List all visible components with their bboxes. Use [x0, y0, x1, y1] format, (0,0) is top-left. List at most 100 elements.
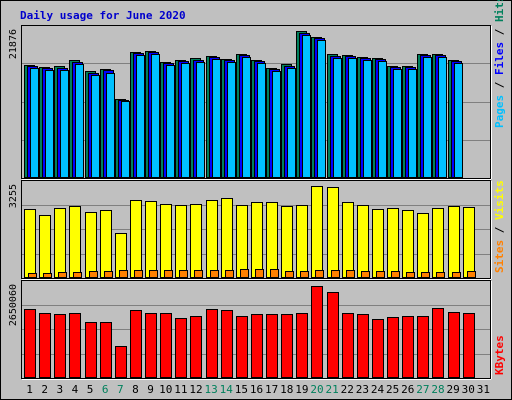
x-tick-label: 7	[117, 383, 124, 396]
bar-pages-day-15	[242, 57, 251, 178]
x-tick-label: 13	[204, 383, 217, 396]
legend-sites: Sites	[493, 240, 506, 273]
bar-visits-day-10	[160, 204, 172, 278]
x-tick-label: 16	[250, 383, 263, 396]
bar-kbytes-day-22	[342, 313, 354, 378]
bar-sites-day-14	[225, 270, 234, 278]
bar-visits-day-27	[417, 213, 429, 278]
legend-separator: /	[493, 81, 506, 88]
bar-kbytes-day-1	[24, 309, 36, 378]
bar-visits-day-22	[342, 202, 354, 278]
bar-kbytes-day-5	[85, 322, 97, 378]
bar-kbytes-day-19	[296, 313, 308, 378]
bar-pages-day-12	[196, 62, 205, 178]
bar-kbytes-day-11	[175, 318, 187, 378]
bar-visits-day-14	[221, 198, 233, 278]
bar-sites-day-11	[179, 270, 188, 278]
bar-sites-day-7	[119, 270, 128, 278]
bar-kbytes-day-18	[281, 314, 293, 378]
x-tick-label: 1	[26, 383, 33, 396]
bar-visits-day-19	[296, 205, 308, 278]
bar-kbytes-day-2	[39, 313, 51, 378]
bar-sites-day-8	[134, 270, 143, 278]
bar-visits-day-11	[175, 205, 187, 278]
bar-visits-day-5	[85, 212, 97, 278]
bar-sites-day-24	[376, 271, 385, 278]
panel-frame	[21, 25, 491, 179]
legend-separator: /	[493, 28, 506, 35]
x-tick-label: 20	[310, 383, 323, 396]
bar-kbytes-day-10	[160, 313, 172, 378]
x-tick-label: 18	[280, 383, 293, 396]
bar-pages-day-18	[287, 68, 296, 178]
x-tick-label: 12	[189, 383, 202, 396]
bar-kbytes-day-25	[387, 317, 399, 378]
bar-visits-day-15	[236, 205, 248, 278]
bar-kbytes-day-21	[327, 292, 339, 378]
svg-text:Sites / Visits: Sites / Visits	[493, 180, 506, 273]
bar-visits-day-1	[24, 209, 36, 278]
bar-sites-day-28	[436, 272, 445, 278]
bar-sites-day-13	[210, 270, 219, 278]
x-tick-label: 14	[220, 383, 234, 396]
bars-hits	[24, 31, 463, 178]
bar-pages-day-8	[136, 55, 145, 178]
bar-sites-day-22	[346, 270, 355, 278]
bar-sites-day-10	[164, 270, 173, 278]
bar-pages-day-27	[423, 57, 432, 178]
bar-visits-day-24	[372, 209, 384, 278]
bar-visits-day-6	[100, 210, 112, 278]
bar-pages-day-29	[454, 63, 463, 178]
bars-kbytes	[24, 286, 475, 378]
bar-pages-day-22	[348, 58, 357, 178]
bar-pages-day-6	[106, 73, 115, 178]
bar-visits-day-26	[402, 210, 414, 278]
x-tick-label: 28	[431, 383, 444, 396]
x-tick-label: 3	[57, 383, 64, 396]
legend-visits-panel: Sites / Visits	[493, 180, 506, 273]
legend-kbytes-panel: KBytes	[493, 335, 506, 375]
x-tick-label: 17	[265, 383, 278, 396]
bar-visits-day-29	[448, 206, 460, 278]
bar-visits-day-8	[130, 200, 142, 278]
bar-visits-day-25	[387, 208, 399, 278]
bar-sites-day-3	[58, 272, 67, 278]
bar-kbytes-day-7	[115, 346, 127, 378]
bar-kbytes-day-4	[69, 313, 81, 378]
bars-visits	[24, 186, 476, 278]
bar-visits-day-18	[281, 206, 293, 278]
bar-pages-day-5	[91, 75, 100, 178]
bar-kbytes-day-16	[251, 314, 263, 378]
bar-sites-day-27	[421, 272, 430, 278]
x-tick-label: 22	[341, 383, 354, 396]
bar-pages-day-26	[408, 69, 417, 178]
bar-sites-day-5	[89, 271, 98, 278]
bar-pages-day-2	[45, 70, 54, 178]
bar-visits-day-23	[357, 205, 369, 278]
bar-sites-day-16	[255, 269, 264, 278]
legend-pages: Pages	[493, 95, 506, 128]
bar-visits-day-28	[432, 208, 444, 278]
panel-kbytes: 2650060	[8, 280, 492, 380]
bar-pages-day-28	[438, 57, 447, 178]
panel-frame	[21, 180, 491, 279]
bar-kbytes-day-24	[372, 319, 384, 378]
bar-pages-day-7	[121, 101, 130, 178]
panel-frame	[21, 280, 491, 379]
bar-pages-day-1	[30, 68, 39, 178]
bar-kbytes-day-26	[402, 316, 414, 378]
legend-separator: /	[493, 226, 506, 233]
bar-visits-day-2	[39, 215, 51, 278]
bar-kbytes-day-12	[190, 316, 202, 378]
panel-visits: 3255	[8, 180, 492, 280]
legend-visits: Visits	[493, 180, 506, 220]
bar-pages-day-20	[317, 40, 326, 178]
bar-sites-day-19	[300, 271, 309, 278]
x-tick-label: 31	[477, 383, 490, 396]
x-tick-label: 15	[235, 383, 248, 396]
x-axis-labels: 1 2 3 4 5 6 7 8 9 10 11 12 13 14 15 16 17 18 19 20 21 22 23 24 2…	[26, 383, 490, 396]
bar-pages-day-17	[272, 71, 281, 178]
bar-kbytes-day-20	[311, 286, 323, 378]
bar-sites-day-25	[391, 271, 400, 278]
